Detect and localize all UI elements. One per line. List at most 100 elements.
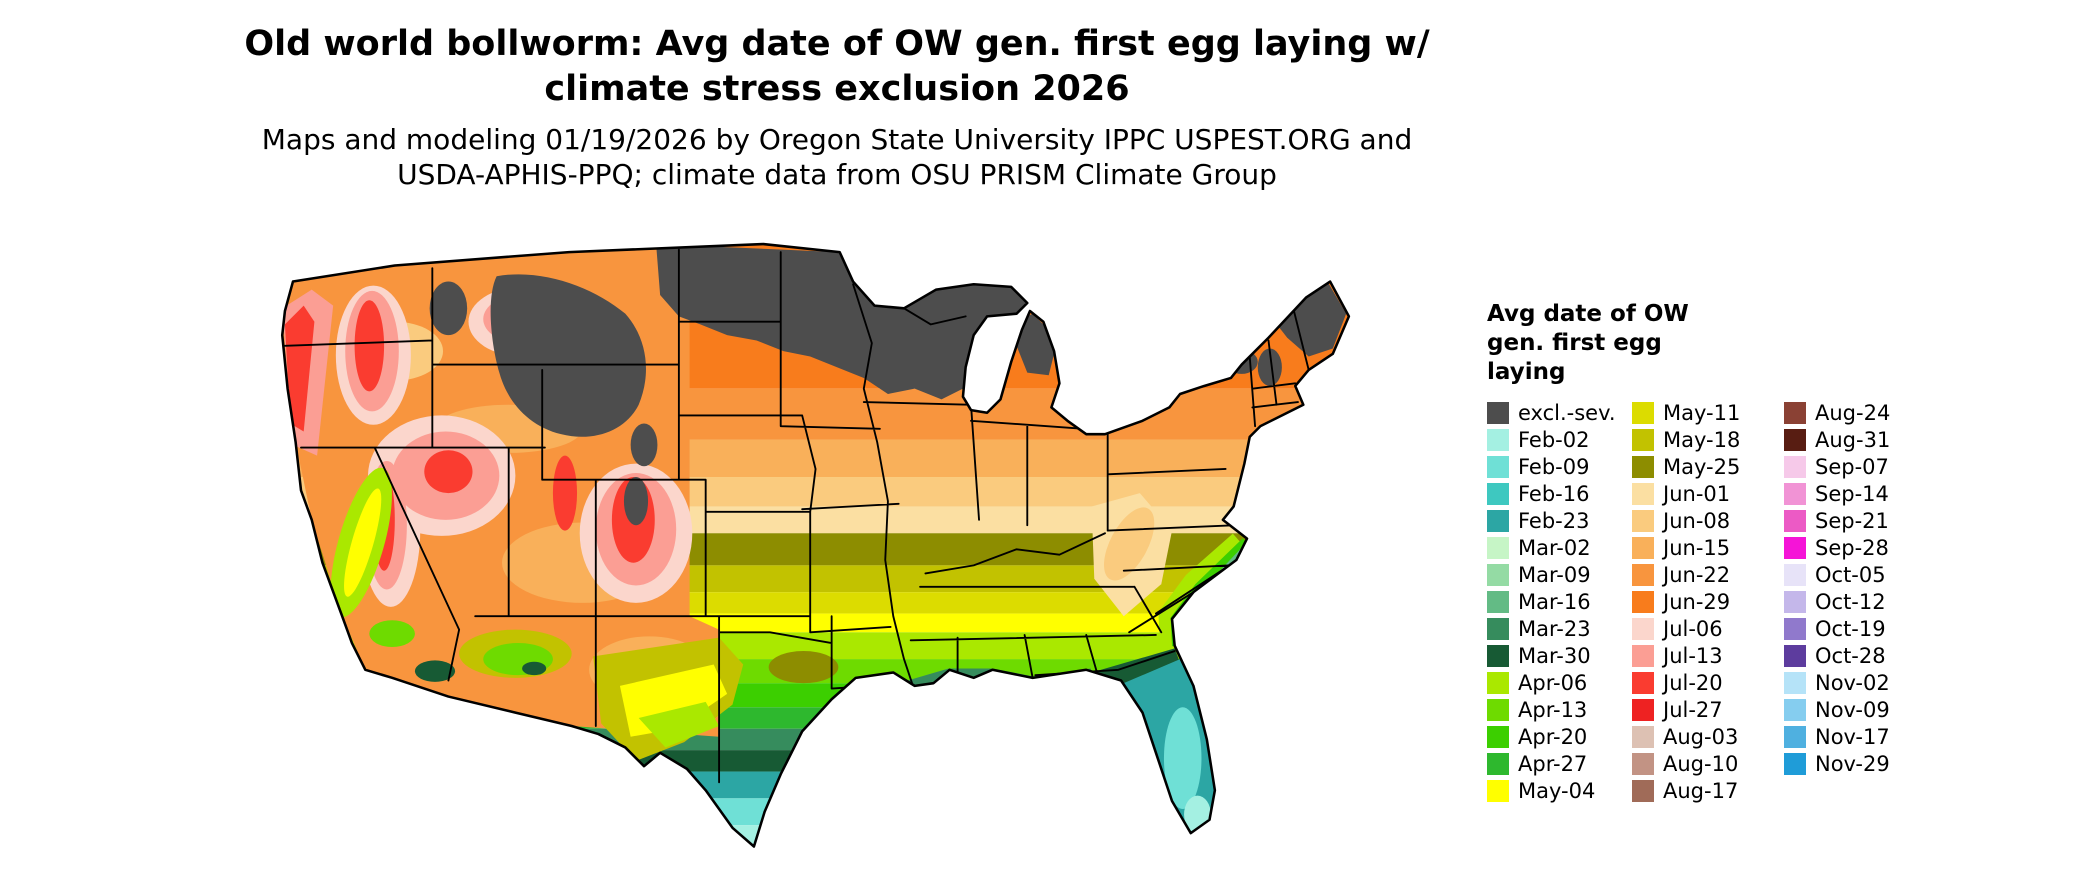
legend-entry-label: Feb-23	[1518, 508, 1590, 533]
legend-entry: Apr-13	[1487, 696, 1632, 723]
legend-entry-label: Jul-06	[1663, 616, 1723, 641]
legend-entry-label: Mar-30	[1518, 643, 1591, 668]
legend-title: Avg date of OW gen. first egg laying	[1487, 300, 1967, 387]
legend-swatch	[1784, 509, 1806, 532]
us-map	[234, 228, 1440, 884]
legend-entry: Jun-01	[1632, 480, 1784, 507]
legend-swatch	[1632, 536, 1654, 559]
legend-swatch	[1784, 563, 1806, 586]
legend-entry: Oct-12	[1784, 588, 1934, 615]
legend-swatch	[1632, 401, 1654, 424]
legend-column-3: Aug-24 Aug-31 Sep-07 Sep-14 Sep-21 Sep-28 Oct-…	[1784, 399, 1934, 777]
legend-entry: Apr-27	[1487, 750, 1632, 777]
legend-column-1: excl.-sev. Feb-02 Feb-09 Feb-16 Feb-23 Mar-02…	[1487, 399, 1632, 804]
legend-entry: Jul-06	[1632, 615, 1784, 642]
legend-swatch	[1632, 644, 1654, 667]
legend-entry: Jun-29	[1632, 588, 1784, 615]
legend-entry: Oct-05	[1784, 561, 1934, 588]
legend-swatch	[1487, 779, 1509, 802]
legend-entry-label: May-18	[1663, 427, 1741, 452]
legend-entry: May-04	[1487, 777, 1632, 804]
legend-entry: Mar-23	[1487, 615, 1632, 642]
legend-swatch	[1487, 698, 1509, 721]
legend: Avg date of OW gen. first egg laying exc…	[1487, 300, 1967, 804]
legend-entry: Nov-17	[1784, 723, 1934, 750]
legend-swatch	[1487, 752, 1509, 775]
legend-swatch	[1487, 428, 1509, 451]
legend-entry: Apr-06	[1487, 669, 1632, 696]
page-title: Old world bollworm: Avg date of OW gen. …	[234, 22, 1440, 112]
legend-entry-label: Feb-09	[1518, 454, 1590, 479]
legend-swatch	[1487, 725, 1509, 748]
legend-swatch	[1632, 671, 1654, 694]
legend-entry: Nov-09	[1784, 696, 1934, 723]
legend-entry: Nov-29	[1784, 750, 1934, 777]
legend-entry-label: Jun-29	[1663, 589, 1731, 614]
legend-title-line3: laying	[1487, 359, 1566, 385]
legend-entry-label: Oct-19	[1815, 616, 1886, 641]
legend-entry-label: Jun-08	[1663, 508, 1731, 533]
legend-entry: May-18	[1632, 426, 1784, 453]
us-outline	[280, 242, 1351, 848]
legend-entry-label: Jul-20	[1663, 670, 1723, 695]
legend-swatch	[1632, 779, 1654, 802]
legend-swatch	[1784, 455, 1806, 478]
legend-entry-label: Apr-27	[1518, 751, 1588, 776]
page-subtitle: Maps and modeling 01/19/2026 by Oregon S…	[234, 122, 1440, 192]
legend-entry-label: Aug-31	[1815, 427, 1891, 452]
legend-swatch	[1784, 698, 1806, 721]
legend-swatch	[1632, 428, 1654, 451]
legend-entry-label: Nov-09	[1815, 697, 1890, 722]
legend-entry: Sep-07	[1784, 453, 1934, 480]
legend-entry-label: Jul-13	[1663, 643, 1723, 668]
legend-entry: Feb-02	[1487, 426, 1632, 453]
legend-entry-label: Nov-02	[1815, 670, 1890, 695]
legend-entry: Nov-02	[1784, 669, 1934, 696]
legend-entry-label: Mar-09	[1518, 562, 1591, 587]
legend-swatch	[1632, 698, 1654, 721]
legend-swatch	[1487, 536, 1509, 559]
legend-swatch	[1784, 482, 1806, 505]
legend-entry-label: Aug-03	[1663, 724, 1739, 749]
legend-entry-label: Sep-07	[1815, 454, 1889, 479]
legend-entry: Jun-22	[1632, 561, 1784, 588]
legend-entry-label: Nov-17	[1815, 724, 1890, 749]
legend-entry: Mar-30	[1487, 642, 1632, 669]
legend-entry: Sep-14	[1784, 480, 1934, 507]
legend-entry-label: Feb-16	[1518, 481, 1590, 506]
legend-columns: excl.-sev. Feb-02 Feb-09 Feb-16 Feb-23 Mar-02…	[1487, 399, 1967, 804]
legend-entry: Aug-03	[1632, 723, 1784, 750]
legend-entry-label: May-04	[1518, 778, 1596, 803]
legend-swatch	[1784, 536, 1806, 559]
legend-entry: Oct-19	[1784, 615, 1934, 642]
legend-swatch	[1487, 509, 1509, 532]
page-title-line1: Old world bollworm: Avg date of OW gen. …	[244, 24, 1430, 64]
legend-entry-label: Aug-17	[1663, 778, 1739, 803]
legend-entry: Aug-31	[1784, 426, 1934, 453]
legend-entry-label: Sep-21	[1815, 508, 1889, 533]
legend-entry: Feb-16	[1487, 480, 1632, 507]
legend-entry-label: Jun-15	[1663, 535, 1731, 560]
legend-entry: Mar-16	[1487, 588, 1632, 615]
legend-entry-label: May-25	[1663, 454, 1741, 479]
legend-swatch	[1487, 563, 1509, 586]
page-subtitle-line2: USDA-APHIS-PPQ; climate data from OSU PR…	[397, 158, 1277, 191]
legend-entry: Feb-23	[1487, 507, 1632, 534]
page-subtitle-line1: Maps and modeling 01/19/2026 by Oregon S…	[261, 123, 1413, 156]
legend-entry: May-11	[1632, 399, 1784, 426]
legend-entry-label: Mar-23	[1518, 616, 1591, 641]
legend-swatch	[1632, 725, 1654, 748]
legend-swatch	[1487, 455, 1509, 478]
legend-entry-label: Oct-05	[1815, 562, 1886, 587]
legend-swatch	[1487, 482, 1509, 505]
legend-swatch	[1487, 617, 1509, 640]
legend-entry: Mar-09	[1487, 561, 1632, 588]
legend-swatch	[1632, 563, 1654, 586]
legend-entry: Sep-21	[1784, 507, 1934, 534]
legend-entry: Feb-09	[1487, 453, 1632, 480]
legend-entry: excl.-sev.	[1487, 399, 1632, 426]
legend-swatch	[1784, 671, 1806, 694]
legend-title-line1: Avg date of OW	[1487, 301, 1689, 327]
legend-entry-label: Aug-24	[1815, 400, 1891, 425]
